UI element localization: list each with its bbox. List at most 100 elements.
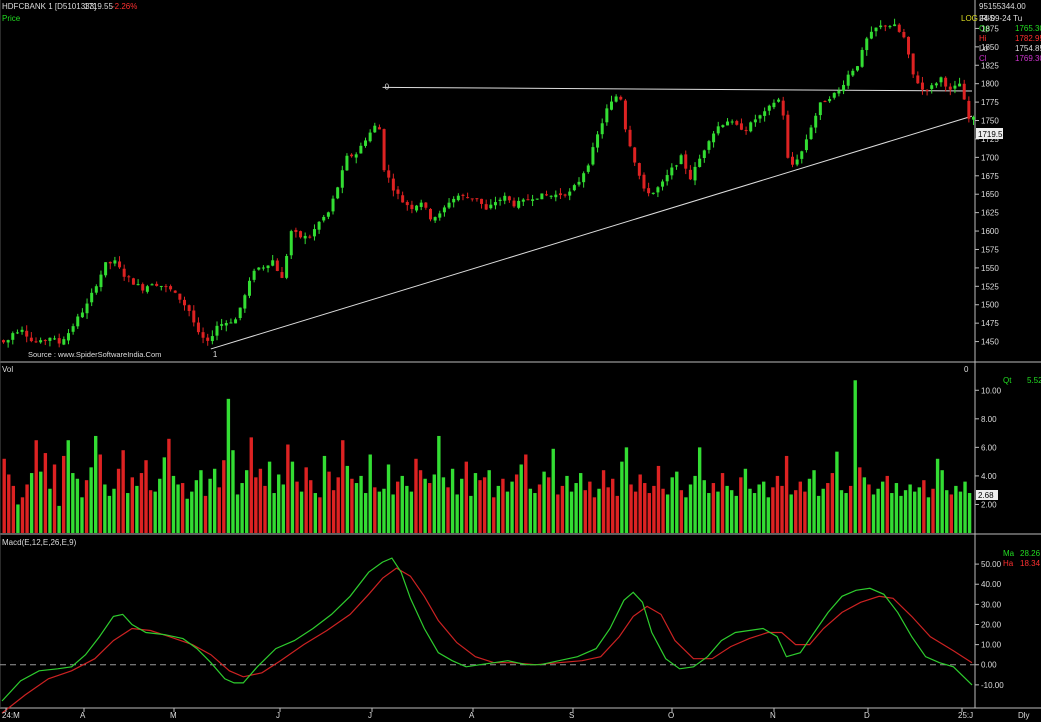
volume-bar xyxy=(528,488,533,533)
volume-bar xyxy=(789,494,793,533)
source-label: Source : www.SpiderSoftwareIndia.Com xyxy=(28,350,161,359)
candle-body xyxy=(340,170,344,188)
volume-bar xyxy=(48,488,52,533)
date-tick-label: M xyxy=(170,711,177,720)
candle-body xyxy=(331,198,335,212)
candle-body xyxy=(809,127,813,140)
volume-bar xyxy=(908,484,912,533)
candle-body xyxy=(851,70,855,76)
volume-bar xyxy=(208,478,212,533)
candle-body xyxy=(507,196,511,201)
price-tick-label: 1775 xyxy=(981,98,999,107)
volume-bar xyxy=(107,495,112,533)
candle-body xyxy=(972,117,975,120)
volume-bar xyxy=(231,450,235,533)
candle-body xyxy=(192,310,196,323)
candle-body xyxy=(470,198,474,200)
candle-body xyxy=(183,299,187,306)
candle-body xyxy=(883,25,887,27)
volume-bar xyxy=(167,438,171,533)
macd-axis: -10.00 0.00 10.00 20.00 30.00 40.00 50.00 xyxy=(0,560,1004,690)
candle-body xyxy=(229,322,233,324)
volume-bar xyxy=(478,480,482,533)
candle-body xyxy=(34,341,38,343)
candle-body xyxy=(145,286,149,292)
volume-bar xyxy=(661,488,665,533)
ohlc-label: Lo xyxy=(979,44,988,53)
macd-panel-label: Macd(E,12,E,26,E,9) xyxy=(2,538,77,547)
candle-body xyxy=(749,122,753,132)
candle-body xyxy=(939,77,943,83)
volume-bar xyxy=(34,440,38,533)
volume-bar xyxy=(716,491,720,533)
volume-bar xyxy=(592,497,597,533)
volume-bar xyxy=(190,491,194,533)
volume-bar xyxy=(386,464,391,533)
volume-bar xyxy=(130,477,134,533)
interval-label[interactable]: Dly xyxy=(1018,711,1030,720)
candle-body xyxy=(76,316,80,327)
price-tick-label: 1675 xyxy=(981,172,999,181)
ohlc-label: Cl xyxy=(979,54,987,63)
candle-body xyxy=(953,85,957,89)
candle-body xyxy=(475,198,479,200)
candle-body xyxy=(596,134,600,148)
price-tick-label: 1500 xyxy=(981,301,999,310)
volume-bar xyxy=(643,483,647,533)
volume-bar xyxy=(743,468,748,533)
ohlc-date: 24-09-24 Tu xyxy=(979,14,1022,23)
candle-body xyxy=(266,265,270,269)
volume-bar xyxy=(620,461,624,533)
candle-body xyxy=(299,231,303,238)
volume-bar xyxy=(373,487,377,533)
volume-bar xyxy=(848,485,853,533)
macd-ma-label: Ma xyxy=(1003,549,1015,558)
candle-body xyxy=(605,108,609,123)
candle-body xyxy=(136,284,140,286)
candle-body xyxy=(535,198,539,200)
candle-body xyxy=(758,115,762,119)
qty-value: 5.52 xyxy=(1027,376,1041,385)
log-scale-label[interactable]: LOG xyxy=(961,14,978,23)
volume-bar xyxy=(615,495,619,533)
volume-bar xyxy=(890,493,894,533)
volume-bar xyxy=(826,483,830,533)
volume-bar xyxy=(341,440,345,533)
candle-body xyxy=(85,303,89,314)
volume-bar xyxy=(240,483,244,533)
volume-bar xyxy=(103,484,107,533)
candle-body xyxy=(726,121,730,126)
candle-body xyxy=(303,235,307,239)
volume-bar xyxy=(455,494,459,533)
volume-bar xyxy=(899,495,903,533)
candle-body xyxy=(29,337,33,342)
macd-line xyxy=(1,557,973,702)
candle-body xyxy=(127,276,131,278)
volume-bar xyxy=(949,494,953,533)
ohlc-label: Hi xyxy=(979,34,987,43)
candle-body xyxy=(373,125,377,133)
volume-bar xyxy=(487,470,491,533)
volume-bar xyxy=(757,484,761,533)
candle-body xyxy=(122,268,126,277)
volume-bar xyxy=(57,505,61,533)
event-marker-label: 0 xyxy=(385,82,390,91)
candle-body xyxy=(545,194,549,196)
volume-bar xyxy=(194,480,199,533)
candle-body xyxy=(674,165,678,167)
volume-bar xyxy=(858,467,862,533)
volume-bar xyxy=(235,494,240,533)
chart-name-label: IRIS xyxy=(979,14,995,23)
last-price-box: 1719.55 xyxy=(976,128,1007,139)
candle-body xyxy=(359,145,363,154)
volume-panel-label: Vol xyxy=(2,365,13,374)
volume-bar xyxy=(405,485,409,533)
candle-body xyxy=(962,83,966,100)
candle-body xyxy=(837,90,841,94)
volume-bar xyxy=(153,491,157,533)
candle-body xyxy=(94,286,98,293)
volume-marker: 0 xyxy=(964,365,969,374)
candle-body xyxy=(257,267,261,270)
volume-bar xyxy=(61,455,66,533)
